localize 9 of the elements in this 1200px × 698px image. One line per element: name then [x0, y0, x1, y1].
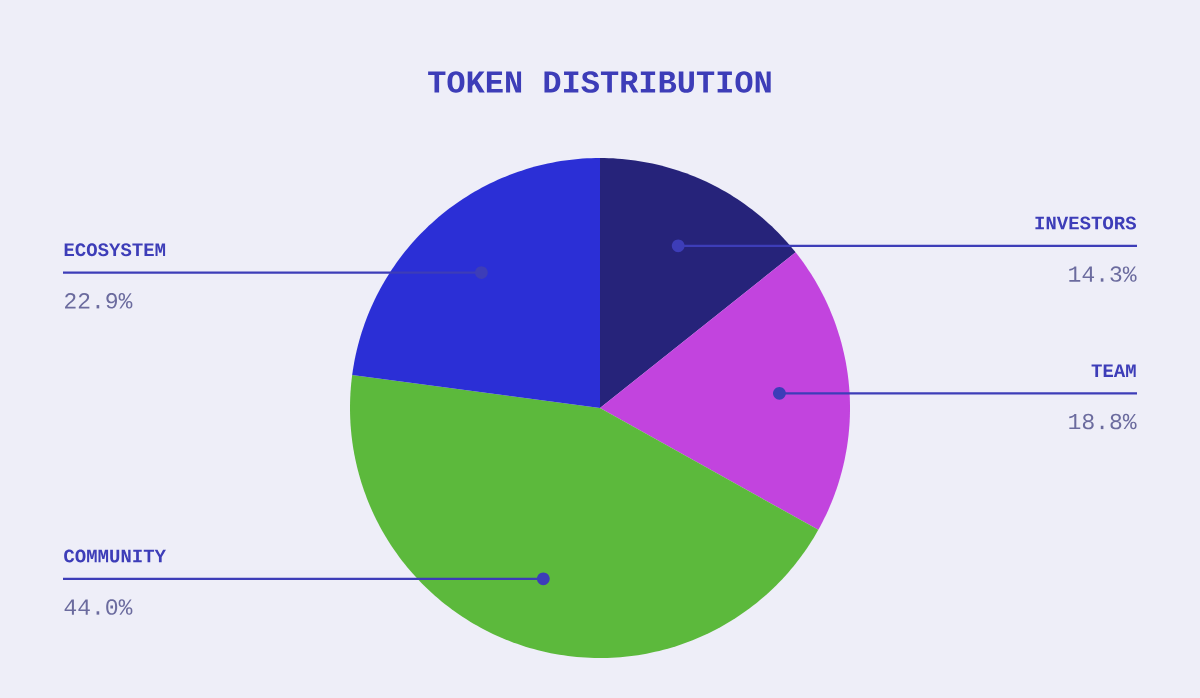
- chart-title: TOKEN DISTRIBUTION: [428, 71, 771, 93]
- data-label: 22.9%: [65, 293, 133, 309]
- slice-label: TEAM: [1091, 364, 1136, 377]
- data-label: 44.0%: [64, 599, 133, 615]
- data-label: 18.8%: [1069, 413, 1137, 430]
- slice-label: COMMUNITY: [64, 549, 166, 563]
- slice-label: ECOSYSTEM: [64, 243, 166, 257]
- slice-label: INVESTORS: [1035, 216, 1137, 230]
- data-label: 14.3%: [1069, 266, 1137, 282]
